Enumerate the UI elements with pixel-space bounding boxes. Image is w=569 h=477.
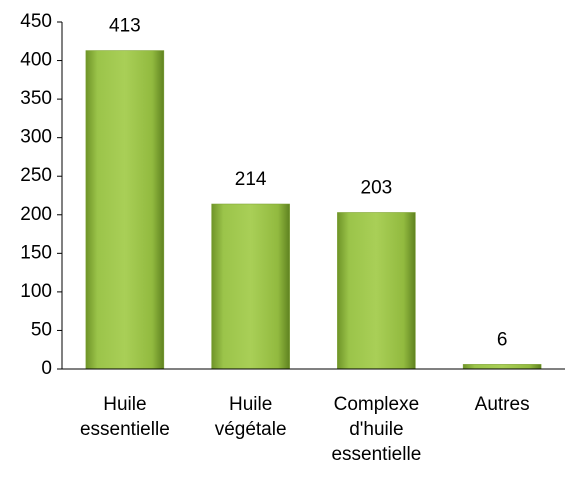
data-label: 214: [235, 169, 267, 190]
y-tick-label: 100: [20, 281, 52, 302]
data-label: 413: [109, 16, 141, 37]
bar: [462, 364, 542, 370]
y-tick-label: 300: [20, 127, 52, 148]
y-tick-label: 0: [41, 358, 52, 379]
x-tick-label: Huile végétale: [214, 394, 287, 440]
y-tick-label: 200: [20, 204, 52, 225]
y-tick-label: 350: [20, 88, 52, 109]
bar: [85, 50, 165, 370]
x-tick-label: Autres: [474, 394, 530, 415]
bar: [211, 203, 290, 370]
data-label: 203: [361, 177, 393, 198]
y-tick-label: 150: [20, 242, 52, 263]
x-tick-label: Complexe d'huile essentielle: [331, 394, 422, 465]
bar: [337, 212, 416, 370]
data-label: 6: [497, 329, 508, 350]
y-tick-label: 400: [20, 50, 52, 71]
y-tick-label: 50: [31, 319, 52, 340]
y-tick-label: 450: [20, 11, 52, 32]
x-tick-label: Huile essentielle: [79, 394, 170, 440]
y-tick-label: 250: [20, 165, 52, 186]
